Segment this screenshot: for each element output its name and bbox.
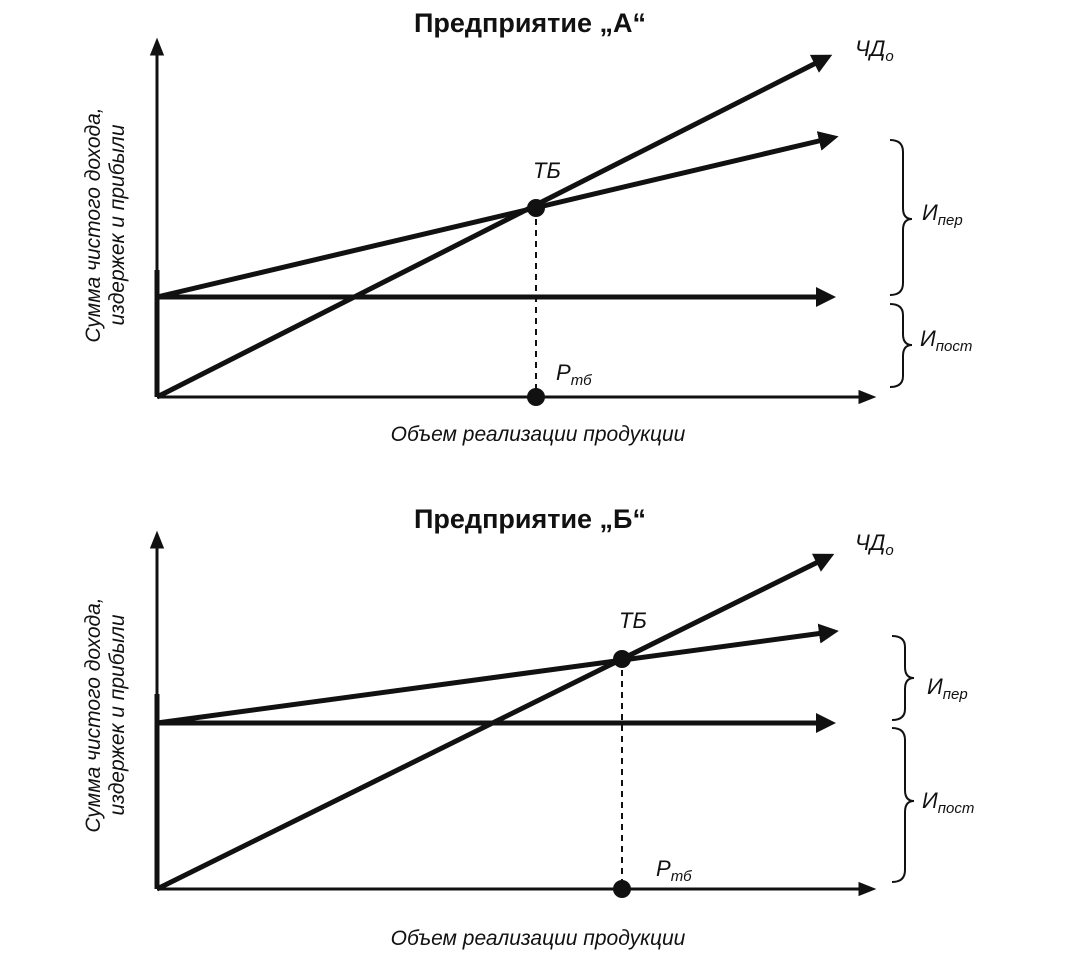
chart-b-variable-cost-brace bbox=[891, 635, 915, 721]
chart-a-variable-cost-brace bbox=[889, 139, 913, 296]
chart-a-pbreak-label: Pтб bbox=[556, 360, 592, 389]
chart-a-revenue-label-sub: о bbox=[885, 48, 893, 65]
chart-b-pbreak-label: Pтб bbox=[656, 856, 692, 885]
chart-a: Предприятие „А“ Сумма чистого дохода, из… bbox=[82, 8, 972, 446]
chart-a-breakeven-label: ТБ bbox=[533, 158, 561, 183]
chart-b-var-cost-label-sub: пер bbox=[943, 686, 968, 703]
chart-a-var-cost-label-main: И bbox=[922, 200, 938, 225]
chart-a-y-label-line2: издержек и прибыли bbox=[106, 124, 129, 325]
chart-a-fixed-cost-label-sub: пост bbox=[936, 338, 973, 355]
chart-a-fixed-cost-brace bbox=[889, 303, 913, 388]
chart-b-fixed-cost-brace bbox=[891, 727, 915, 883]
chart-b-y-label-line1: Сумма чистого дохода, bbox=[82, 597, 105, 832]
chart-b-var-cost-label-main: И bbox=[927, 674, 943, 699]
chart-a-var-cost-label-sub: пер bbox=[938, 212, 963, 229]
chart-b: Предприятие „Б“ Сумма чистого дохода, из… bbox=[82, 504, 974, 950]
chart-a-breakeven-volume-point bbox=[527, 388, 545, 406]
chart-b-revenue-label: ЧДо bbox=[855, 530, 894, 559]
chart-b-y-label: Сумма чистого дохода, издержек и прибыли bbox=[82, 597, 129, 832]
chart-b-y-label-line2: издержек и прибыли bbox=[106, 614, 129, 815]
chart-b-x-label: Объем реализации продукции bbox=[391, 927, 686, 950]
chart-a-y-label-line1: Сумма чистого дохода, bbox=[82, 107, 105, 342]
chart-b-fixed-cost-label: Ипост bbox=[922, 788, 974, 817]
chart-a-revenue-line bbox=[155, 54, 833, 400]
chart-b-breakeven-volume-point bbox=[613, 880, 631, 898]
chart-b-fixed-cost-label-sub: пост bbox=[938, 800, 975, 817]
chart-b-revenue-label-main: ЧД bbox=[855, 530, 885, 555]
chart-a-fixed-cost-label: Ипост bbox=[920, 326, 972, 355]
chart-b-pbreak-label-main: P bbox=[656, 856, 671, 881]
chart-a-var-cost-label: Ипер bbox=[922, 200, 963, 229]
chart-a-pbreak-label-main: P bbox=[556, 360, 571, 385]
chart-a-breakeven-point bbox=[527, 199, 545, 217]
chart-b-fixed-cost-label-main: И bbox=[922, 788, 938, 813]
chart-b-breakeven-label: ТБ bbox=[619, 608, 647, 633]
chart-a-x-label: Объем реализации продукции bbox=[391, 423, 686, 446]
chart-b-revenue-label-sub: о bbox=[885, 542, 893, 559]
chart-a-y-label: Сумма чистого дохода, издержек и прибыли bbox=[82, 107, 129, 342]
chart-b-title: Предприятие „Б“ bbox=[414, 504, 646, 534]
chart-b-total-cost-line bbox=[156, 623, 839, 726]
chart-a-title: Предприятие „А“ bbox=[414, 8, 646, 38]
chart-b-pbreak-label-sub: тб bbox=[671, 868, 692, 885]
chart-a-revenue-label-main: ЧД bbox=[855, 36, 885, 61]
chart-a-pbreak-label-sub: тб bbox=[571, 372, 592, 389]
chart-b-breakeven-point bbox=[613, 650, 631, 668]
chart-a-fixed-cost-label-main: И bbox=[920, 326, 936, 351]
chart-a-total-cost-line bbox=[156, 131, 839, 300]
chart-a-revenue-label: ЧДо bbox=[855, 36, 894, 65]
chart-b-var-cost-label: Ипер bbox=[927, 674, 968, 703]
